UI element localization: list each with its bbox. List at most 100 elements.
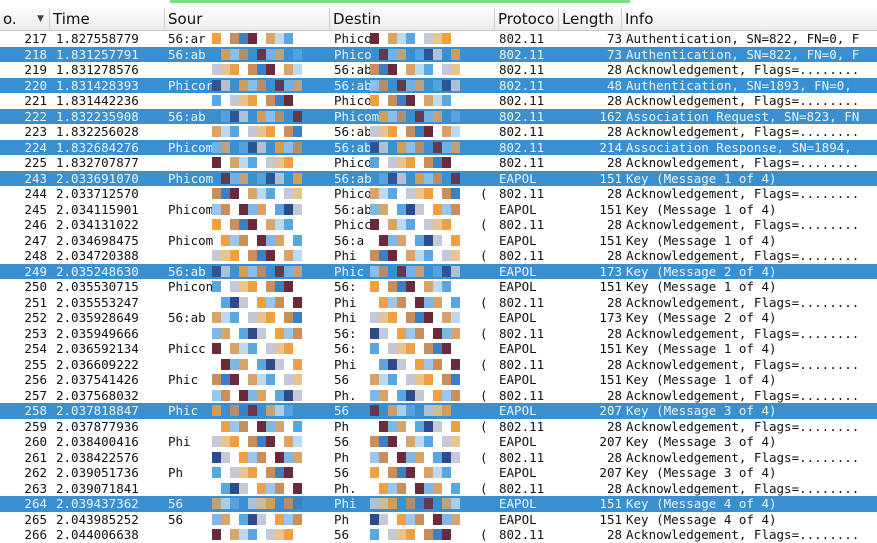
redacted-block [370, 62, 460, 78]
cell-length: 151 [599, 372, 622, 387]
redacted-block [212, 62, 302, 78]
table-row[interactable]: 218 1.831257791 56:ab Phico 802.11 73 Authenti… [0, 46, 877, 63]
cell-number: 222 [24, 108, 47, 124]
redacted-block [370, 295, 460, 311]
cell-time: 1.831442236 [56, 93, 139, 108]
table-row[interactable]: 252 2.035928649 56:ab Phi EAPOL 173 Key (Messa… [0, 310, 877, 326]
cell-protocol: EAPOL [499, 511, 537, 527]
redacted-block [370, 171, 460, 187]
cell-number: 244 [24, 186, 47, 201]
table-row[interactable]: 219 1.831278576 56:ab 802.11 28 Acknowledgeme… [0, 62, 877, 78]
cell-info: Key (Message 3 of 4) [626, 465, 777, 480]
redacted-block [212, 186, 302, 202]
redacted-block [370, 357, 460, 373]
cell-length: 151 [599, 232, 622, 248]
table-row[interactable]: 248 2.034720388 Phi (802.11 28 Acknowledgemen… [0, 248, 877, 264]
table-row[interactable]: 253 2.035949666 56: (802.11 28 Acknowledgemen… [0, 326, 877, 342]
column-header-no[interactable]: o. ▼ [0, 8, 50, 30]
cell-info: Key (Message 1 of 4) [626, 279, 777, 294]
cell-source: Phicom [168, 232, 214, 248]
table-row[interactable]: 217 1.827558779 56:ar Phico 802.11 73 Authenti… [0, 31, 877, 47]
cell-number: 217 [24, 31, 47, 46]
cell-protocol: EAPOL [499, 434, 537, 449]
redacted-block [370, 47, 460, 63]
table-row[interactable]: 244 2.033712570 Phico (802.11 28 Acknowledgem… [0, 186, 877, 202]
redacted-block [370, 279, 460, 295]
cell-protocol: 802.11 [499, 62, 545, 77]
redacted-block [370, 217, 460, 233]
table-row[interactable]: 246 2.034131022 Phicc (802.11 28 Acknowledgem… [0, 217, 877, 233]
cell-source: 56:ab [168, 46, 206, 62]
cell-info: Acknowledgement, Flags=........ [626, 325, 860, 341]
cell-protocol: 802.11 [499, 124, 545, 139]
cell-destination: Phico [334, 186, 372, 201]
table-row[interactable]: 260 2.038400416 Phi 56 EAPOL 207 Key (Message … [0, 434, 877, 450]
cell-source: 56:ab [168, 310, 206, 325]
cell-info: Acknowledgement, Flags=........ [626, 186, 860, 201]
cell-destination: Phicom [334, 93, 380, 108]
table-row[interactable]: 258 2.037818847 Phic 56 EAPOL 207 Key (Message… [0, 403, 877, 419]
table-row[interactable]: 255 2.036609222 Phi (802.11 28 Acknowledgemen… [0, 357, 877, 373]
table-row[interactable]: 249 2.035248630 56:ab Phic EAPOL 173 Key (Mess… [0, 263, 877, 280]
cell-destination: Ph [334, 449, 350, 465]
column-header-protocol-label: Protoco [498, 10, 555, 28]
cell-length: 151 [599, 279, 622, 294]
redacted-block [370, 264, 460, 280]
table-row[interactable]: 250 2.035530715 Phicon 56: EAPOL 151 Key (Mess… [0, 279, 877, 295]
redacted-block [212, 155, 302, 171]
table-row[interactable]: 266 2.044006638 56(802.11 28 Acknowledgement… [0, 527, 877, 543]
table-row[interactable]: 261 2.038422576 Ph (802.11 28 Acknowledgement… [0, 450, 877, 466]
cell-source: Phicom [168, 139, 214, 155]
cell-length: 73 [606, 31, 622, 46]
table-row[interactable]: 243 2.033691070 Phicom 56:ab EAPOL 151 Key (Me… [0, 170, 877, 187]
cell-destination: 56 [334, 465, 350, 480]
table-row[interactable]: 251 2.035553247 Phi (802.11 28 Acknowledgemen… [0, 295, 877, 311]
redacted-block [212, 217, 302, 233]
table-row[interactable]: 224 1.832684276 Phicom 56:ab 802.11 214 Associ… [0, 139, 877, 155]
table-row[interactable]: 262 2.039051736 Ph 56 EAPOL 207 Key (Message 3… [0, 465, 877, 481]
redacted-block [370, 372, 460, 388]
table-row[interactable]: 220 1.831428393 Phicor 56:ab 802.11 48 Authent… [0, 77, 877, 93]
column-header-info[interactable]: Info [622, 8, 877, 30]
cell-length: 173 [599, 263, 622, 279]
cell-destination: Phicom [334, 108, 380, 124]
table-row[interactable]: 257 2.037568032 Ph. (802.11 28 Acknowledgemen… [0, 388, 877, 404]
cell-source: Phicom [168, 201, 214, 217]
table-row[interactable]: 263 2.039071841 Ph. (802.11 28 Acknowledgemen… [0, 481, 877, 497]
cell-length: 73 [606, 46, 622, 62]
column-header-source[interactable]: Sour [165, 8, 330, 30]
column-header-protocol[interactable]: Protoco [495, 8, 559, 30]
table-row[interactable]: 256 2.037541426 Phic 56 EAPOL 151 Key (Message… [0, 372, 877, 388]
cell-length: 28 [606, 387, 622, 403]
redacted-block [212, 403, 302, 419]
table-row[interactable]: 254 2.036592134 Phicc 56: EAPOL 151 Key (Messa… [0, 341, 877, 357]
cell-info: Acknowledgement, Flags=........ [626, 217, 860, 232]
cell-number: 258 [24, 403, 47, 418]
cell-protocol: EAPOL [499, 403, 537, 418]
cell-number: 264 [24, 496, 47, 511]
table-row[interactable]: 259 2.037877936 Ph (802.11 28 Acknowledgement… [0, 419, 877, 435]
cell-number: 223 [24, 124, 47, 139]
column-header-length[interactable]: Length [559, 8, 622, 30]
table-row[interactable]: 245 2.034115901 Phicom 56:ab EAPOL 151 Key (Me… [0, 202, 877, 218]
cell-destination: 56:ab: [334, 124, 380, 139]
column-header-time[interactable]: Time [50, 8, 165, 30]
table-row[interactable]: 264 2.039437362 56 Phi EAPOL 151 Key (Message … [0, 496, 877, 512]
column-header-destination[interactable]: Destin [330, 8, 495, 30]
table-row[interactable]: 221 1.831442236 Phicom 802.11 28 Acknowledgem… [0, 93, 877, 109]
cell-number: 218 [24, 46, 47, 62]
cell-number: 261 [24, 449, 47, 465]
redacted-block [212, 264, 302, 280]
table-row[interactable]: 247 2.034698475 Phicom 56:a EAPOL 151 Key (Mes… [0, 233, 877, 249]
table-row[interactable]: 265 2.043985252 56 Ph EAPOL 151 Key (Message 4… [0, 512, 877, 528]
table-row[interactable]: 222 1.832235908 56:ab Phicom 802.11 162 Associ… [0, 108, 877, 124]
cell-number: 253 [24, 325, 47, 341]
table-row[interactable]: 225 1.832707877 Phicor 802.11 28 Acknowledgem… [0, 155, 877, 171]
redacted-block [212, 279, 302, 295]
table-row[interactable]: 223 1.832256028 56:ab: 802.11 28 Acknowledgem… [0, 124, 877, 140]
sort-descending-icon: ▼ [37, 14, 44, 24]
cell-destination-paren: ( [480, 480, 488, 496]
cell-length: 28 [606, 93, 622, 108]
cell-destination: 56: [334, 341, 357, 356]
redacted-block [212, 233, 302, 249]
